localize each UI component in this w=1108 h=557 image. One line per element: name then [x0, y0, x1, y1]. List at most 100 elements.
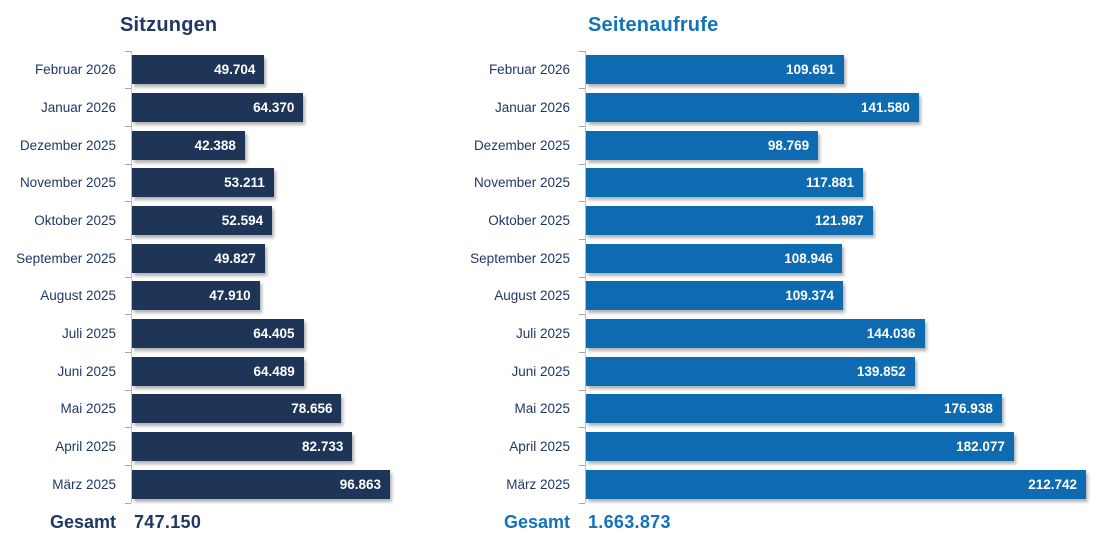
- bar: 109.691: [586, 55, 844, 85]
- total-value: 1.663.873: [588, 512, 671, 532]
- plot-area: 109.374: [579, 276, 1086, 315]
- chart-row: April 2025 82.733: [0, 427, 390, 466]
- category-label: Januar 2026: [494, 100, 570, 115]
- bar-value-label: 109.691: [785, 62, 835, 78]
- bar-value-label: 96.863: [339, 476, 381, 492]
- chart-title: Seitenaufrufe: [588, 14, 719, 36]
- bar-value-label: 212.742: [1028, 476, 1077, 492]
- chart-row: November 2025 53.211: [0, 163, 390, 202]
- bar: 52.594: [132, 206, 273, 236]
- total-value: 747.150: [134, 512, 202, 532]
- chart-row: Juni 2025 64.489: [0, 351, 390, 391]
- chart-row: Juli 2025 64.405: [0, 314, 390, 353]
- plot-area: 47.910: [125, 276, 390, 315]
- chart-row: August 2025 47.910: [0, 276, 390, 315]
- chart-row: Februar 2026 109.691: [465, 50, 1086, 89]
- plot-area: 42.388: [125, 125, 390, 165]
- plot-rows: Februar 2026 49.704 Januar 2026 64.370 Dezem…: [0, 50, 390, 504]
- chart-row: Oktober 2025 121.987: [465, 201, 1086, 240]
- plot-area: 108.946: [579, 238, 1086, 278]
- category-label: September 2025: [16, 250, 116, 266]
- bar-value-label: 64.370: [253, 100, 295, 115]
- bar-value-label: 53.211: [224, 175, 265, 191]
- chart-row: September 2025 108.946: [465, 238, 1086, 278]
- chart-row: September 2025 49.827: [0, 238, 390, 278]
- bar-value-label: 176.938: [944, 401, 993, 417]
- bar: 42.388: [132, 130, 245, 160]
- bar: 212.742: [586, 469, 1086, 499]
- bar-value-label: 108.946: [784, 250, 834, 266]
- bar-value-label: 144.036: [866, 326, 916, 342]
- bar: 182.077: [586, 432, 1014, 462]
- bar-value-label: 82.733: [302, 439, 344, 455]
- category-label: Oktober 2025: [34, 213, 116, 229]
- plot-area: 49.704: [125, 50, 390, 89]
- category-label: November 2025: [473, 175, 570, 191]
- plot-area: 96.863: [125, 464, 390, 504]
- plot-area: 144.036: [579, 314, 1086, 353]
- bar: 64.405: [132, 319, 304, 349]
- plot-area: 64.405: [125, 314, 390, 353]
- category-label: August 2025: [40, 288, 116, 304]
- bar: 117.881: [586, 168, 864, 198]
- category-label: Januar 2026: [40, 100, 116, 115]
- plot-rows: Februar 2026 109.691 Januar 2026 141.580 Dez…: [465, 50, 1086, 504]
- category-label: August 2025: [494, 288, 570, 304]
- plot-area: 176.938: [579, 389, 1086, 428]
- plot-area: 78.656: [125, 389, 390, 428]
- category-label: Mai 2025: [60, 401, 116, 417]
- plot-area: 52.594: [125, 201, 390, 240]
- category-label: Juli 2025: [515, 326, 570, 342]
- plot-area: 117.881: [579, 163, 1086, 202]
- chart-row: Mai 2025 176.938: [465, 389, 1086, 428]
- chart-row: Juni 2025 139.852: [465, 351, 1086, 391]
- bar-value-label: 182.077: [956, 439, 1005, 455]
- category-label: November 2025: [19, 175, 116, 191]
- plot-area: 182.077: [579, 427, 1086, 466]
- bar: 109.374: [586, 281, 844, 311]
- plot-area: 141.580: [579, 88, 1086, 127]
- plot-area: 64.489: [125, 351, 390, 391]
- chart-row: März 2025 96.863: [0, 464, 390, 504]
- chart-row: Mai 2025 78.656: [0, 389, 390, 428]
- bar: 108.946: [586, 243, 843, 273]
- plot-area: 139.852: [579, 351, 1086, 391]
- chart-row: April 2025 182.077: [465, 427, 1086, 466]
- chart-row: Dezember 2025 42.388: [0, 125, 390, 165]
- category-label: Juni 2025: [57, 363, 116, 379]
- category-label: März 2025: [506, 476, 570, 492]
- bar: 47.910: [132, 281, 260, 311]
- bar: 64.489: [132, 356, 304, 386]
- bar-value-label: 121.987: [814, 213, 864, 229]
- bar: 144.036: [586, 319, 925, 349]
- category-label: Dezember 2025: [473, 137, 570, 153]
- bar-value-label: 64.489: [253, 363, 295, 379]
- chart-row: Februar 2026 49.704: [0, 50, 390, 89]
- category-label: Juni 2025: [511, 363, 570, 379]
- chart-row: März 2025 212.742: [465, 464, 1086, 504]
- bar-value-label: 141.580: [860, 100, 910, 115]
- chart-row: Januar 2026 141.580: [465, 88, 1086, 127]
- plot-area: 64.370: [125, 88, 390, 127]
- bar: 49.827: [132, 243, 265, 273]
- plot-area: 98.769: [579, 125, 1086, 165]
- plot-area: 82.733: [125, 427, 390, 466]
- bar: 121.987: [586, 206, 873, 236]
- chart-row: November 2025 117.881: [465, 163, 1086, 202]
- bar: 141.580: [586, 93, 919, 122]
- plot-area: 49.827: [125, 238, 390, 278]
- bar: 64.370: [132, 93, 304, 122]
- category-label: Februar 2026: [488, 62, 570, 78]
- category-label: April 2025: [509, 439, 570, 455]
- plot-area: 121.987: [579, 201, 1086, 240]
- chart-row: Januar 2026 64.370: [0, 88, 390, 127]
- bar-value-label: 64.405: [253, 326, 295, 342]
- bar: 78.656: [132, 394, 342, 424]
- category-label: März 2025: [52, 476, 116, 492]
- bar-value-label: 109.374: [785, 288, 835, 304]
- category-label: September 2025: [470, 250, 570, 266]
- chart-row: August 2025 109.374: [465, 276, 1086, 315]
- bar: 53.211: [132, 168, 274, 198]
- bar: 176.938: [586, 394, 1002, 424]
- bar: 82.733: [132, 432, 353, 462]
